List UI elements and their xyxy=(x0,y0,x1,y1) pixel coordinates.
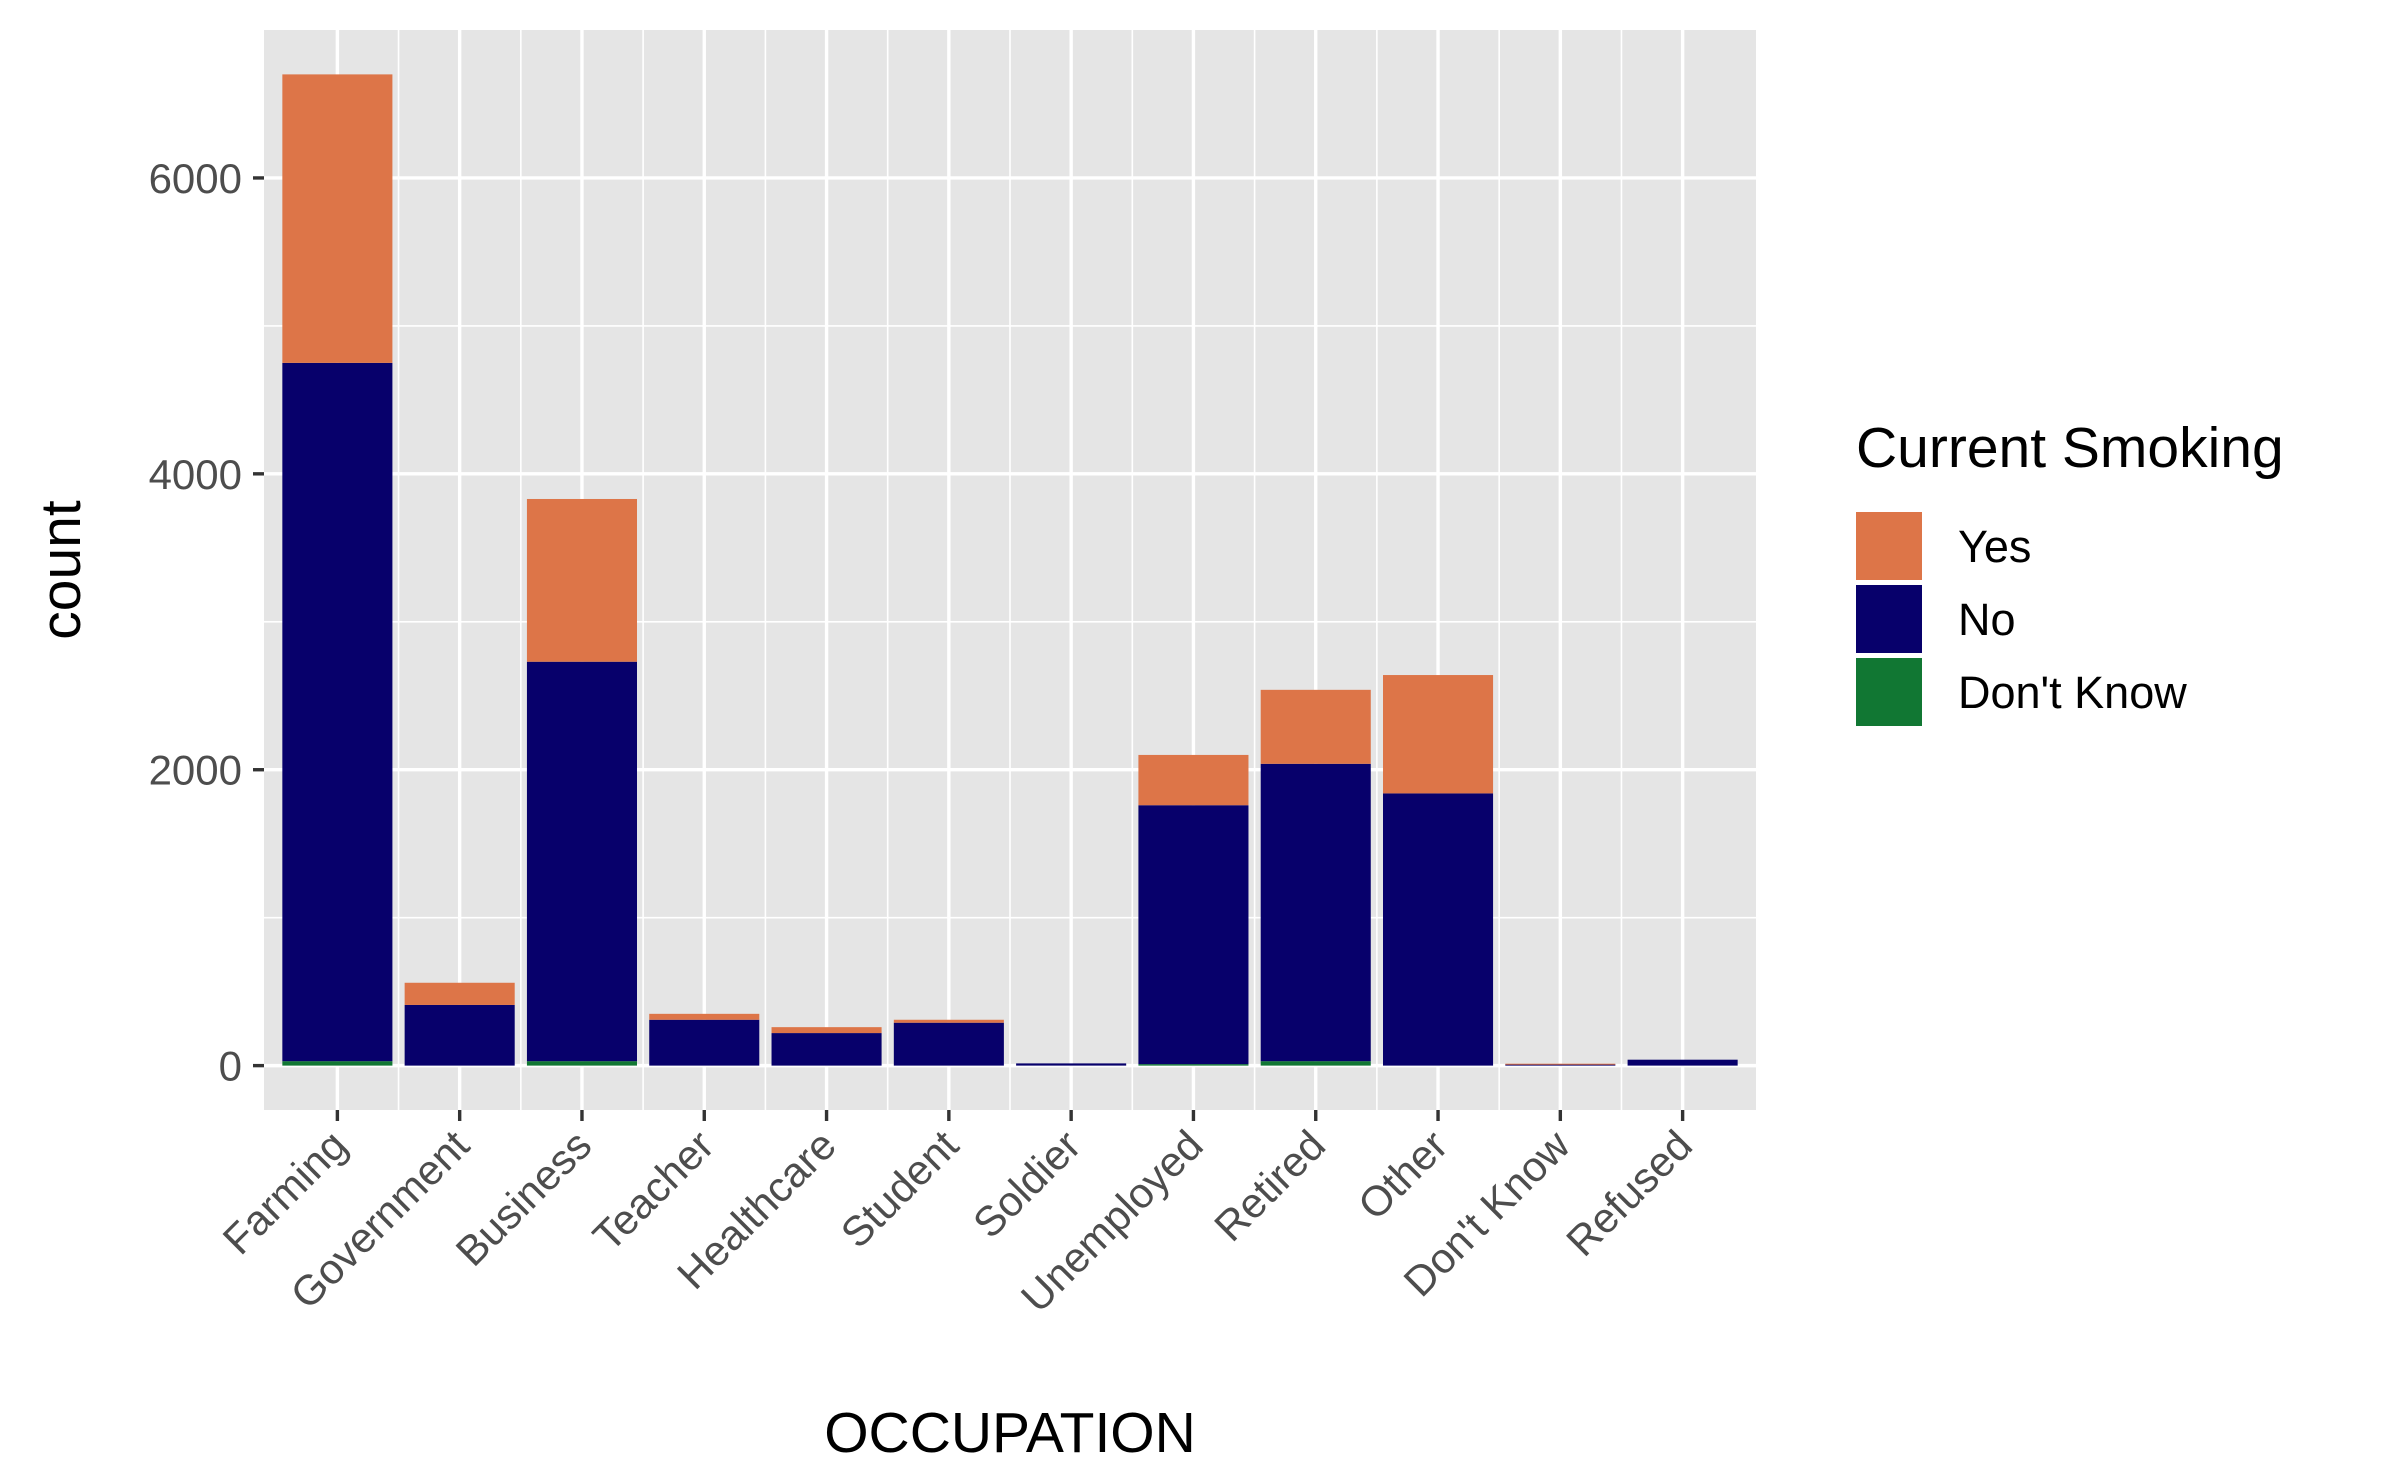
bar-no xyxy=(1260,763,1371,1062)
legend-key-yes xyxy=(1856,512,1922,580)
bar-no xyxy=(1383,793,1494,1066)
bar-no xyxy=(1016,1063,1127,1066)
y-tick-label: 4000 xyxy=(149,451,242,498)
bar-no xyxy=(404,1004,515,1066)
bar-don-t-know xyxy=(282,1061,393,1066)
bar-don-t-know xyxy=(526,1061,637,1066)
x-tick-label: Retired xyxy=(1205,1121,1334,1250)
bar-yes xyxy=(1138,754,1249,806)
x-tick-label: Student xyxy=(832,1121,968,1257)
bar-don-t-know xyxy=(1260,1061,1371,1066)
bar-no xyxy=(893,1022,1004,1066)
y-tick-label: 0 xyxy=(219,1043,242,1090)
y-axis: 0 2000 4000 6000 xyxy=(149,155,264,1090)
bar-yes xyxy=(282,74,393,363)
legend-label-yes: Yes xyxy=(1958,521,2031,572)
bar-no xyxy=(282,362,393,1062)
bar-yes xyxy=(1260,689,1371,764)
bar-yes xyxy=(1383,675,1494,794)
bar-yes xyxy=(526,498,637,662)
bar-don-t-know xyxy=(1138,1064,1249,1066)
bar-no xyxy=(771,1033,882,1066)
legend-title: Current Smoking xyxy=(1856,416,2284,480)
legend-label-no: No xyxy=(1958,594,2016,645)
legend-key-don-t-know xyxy=(1856,658,1922,726)
bar-yes xyxy=(1505,1063,1616,1065)
legend-label-don-t-know: Don't Know xyxy=(1958,667,2187,718)
y-tick-label: 2000 xyxy=(149,747,242,794)
minor-gridlines xyxy=(264,30,1756,1110)
bar-no xyxy=(1627,1059,1738,1066)
bar-yes xyxy=(893,1019,1004,1023)
x-tick-label: Business xyxy=(447,1121,601,1275)
bar-yes xyxy=(404,982,515,1005)
bar-yes xyxy=(649,1013,760,1020)
legend: Current Smoking Yes No Don't Know xyxy=(1856,416,2284,726)
bar-no xyxy=(1505,1064,1616,1066)
x-axis-title: OCCUPATION xyxy=(824,1401,1196,1465)
x-tick-label: Other xyxy=(1349,1121,1457,1229)
y-axis-title: count xyxy=(29,500,93,640)
x-axis: FarmingGovernmentBusinessTeacherHealthca… xyxy=(214,1110,1701,1321)
bars xyxy=(282,74,1738,1066)
bar-no xyxy=(1138,805,1249,1065)
bar-no xyxy=(649,1019,760,1066)
x-tick-label: Refused xyxy=(1557,1121,1701,1265)
bar-no xyxy=(526,661,637,1062)
y-tick-label: 6000 xyxy=(149,155,242,202)
legend-key-no xyxy=(1856,585,1922,653)
bar-yes xyxy=(771,1027,882,1034)
